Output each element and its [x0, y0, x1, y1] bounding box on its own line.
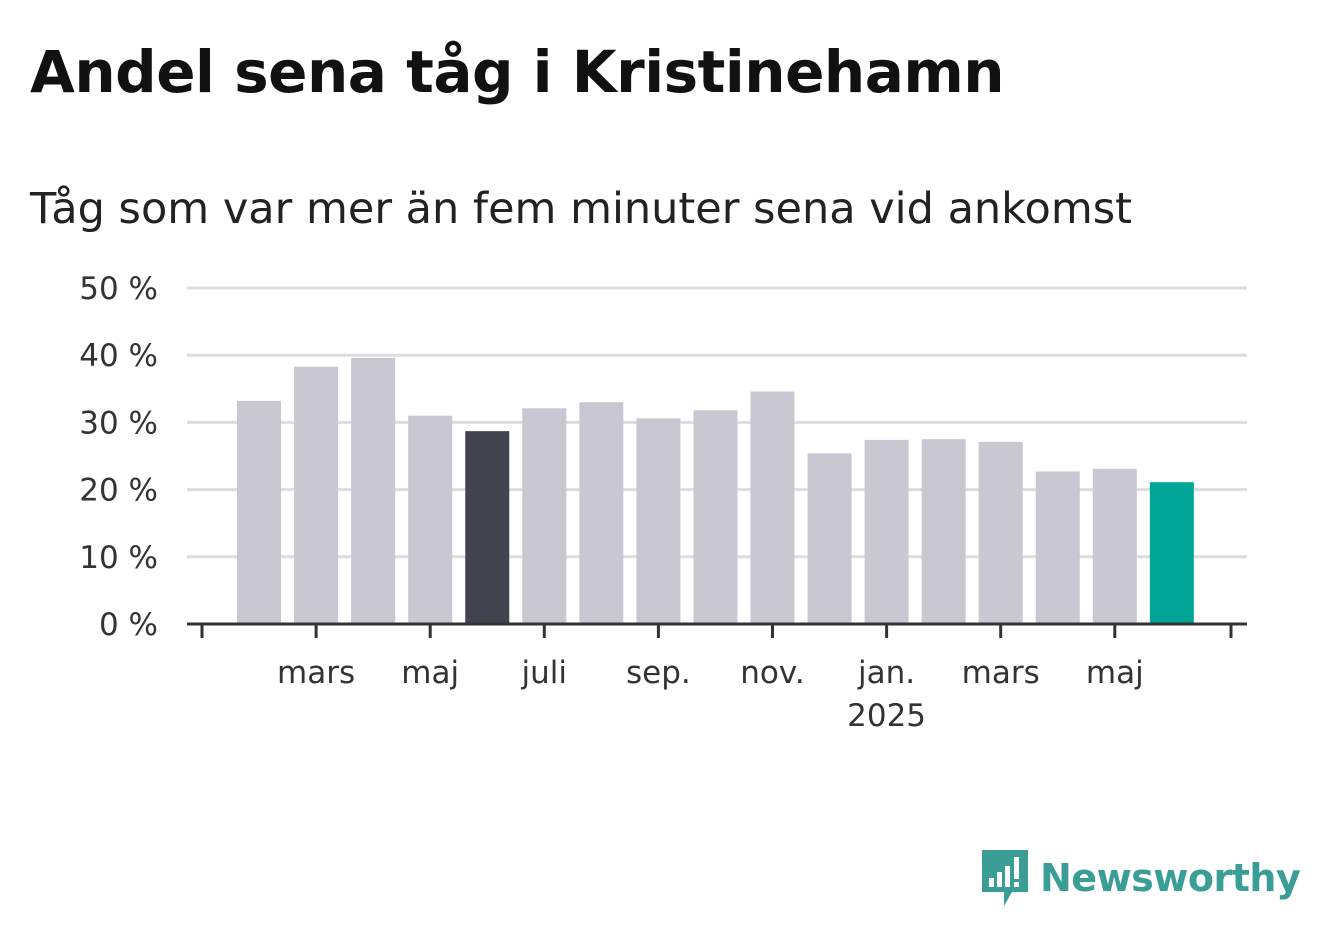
bar: [807, 453, 852, 624]
bar: [978, 441, 1023, 624]
chart-title: Andel sena tåg i Kristinehamn: [30, 38, 1005, 106]
newsworthy-logo-icon: [982, 850, 1028, 906]
bar: [465, 431, 510, 624]
x-tick-label: juli: [521, 655, 568, 691]
x-axis: [187, 622, 1247, 638]
bar: [1149, 482, 1194, 624]
bar: [636, 418, 681, 624]
x-tick-label: sep.: [626, 655, 691, 691]
x-tick-label: maj: [1086, 655, 1144, 691]
y-tick-label: 20 %: [79, 473, 158, 509]
bar: [351, 357, 396, 624]
y-axis-ticks: 0 % 10 % 20 % 30 % 40 % 50 %: [79, 271, 158, 643]
bar: [921, 439, 966, 624]
bar: [1092, 468, 1137, 624]
bar: [750, 391, 795, 624]
bar-chart: 0 % 10 % 20 % 30 % 40 % 50 % mars maj juli sep. n…: [79, 271, 1247, 734]
bar: [237, 400, 282, 624]
x-tick-label: nov.: [740, 655, 804, 691]
x-tick-label: mars: [962, 655, 1040, 691]
chart-subtitle: Tåg som var mer än fem minuter sena vid …: [30, 184, 1133, 234]
bar: [693, 410, 738, 624]
newsworthy-logo: Newsworthy: [980, 848, 1301, 908]
bar: [408, 415, 453, 624]
x-tick-label: mars: [277, 655, 355, 691]
y-tick-label: 40 %: [79, 338, 158, 374]
bars: [237, 357, 1194, 624]
bar: [522, 408, 567, 624]
y-tick-label: 0 %: [99, 607, 158, 643]
x-tick-label: maj: [401, 655, 459, 691]
x-tick-sublabel: 2025: [847, 698, 926, 734]
bar: [294, 366, 339, 624]
bar: [864, 439, 909, 624]
y-tick-label: 30 %: [79, 405, 158, 441]
bar: [579, 402, 624, 624]
y-tick-label: 10 %: [79, 540, 158, 576]
y-tick-label: 50 %: [79, 271, 158, 307]
logo-text: Newsworthy: [1040, 856, 1301, 900]
bar: [1035, 471, 1080, 624]
x-tick-label: jan.: [857, 655, 915, 691]
x-axis-ticks: mars maj juli sep. nov. jan. 2025 mars maj: [277, 624, 1144, 734]
